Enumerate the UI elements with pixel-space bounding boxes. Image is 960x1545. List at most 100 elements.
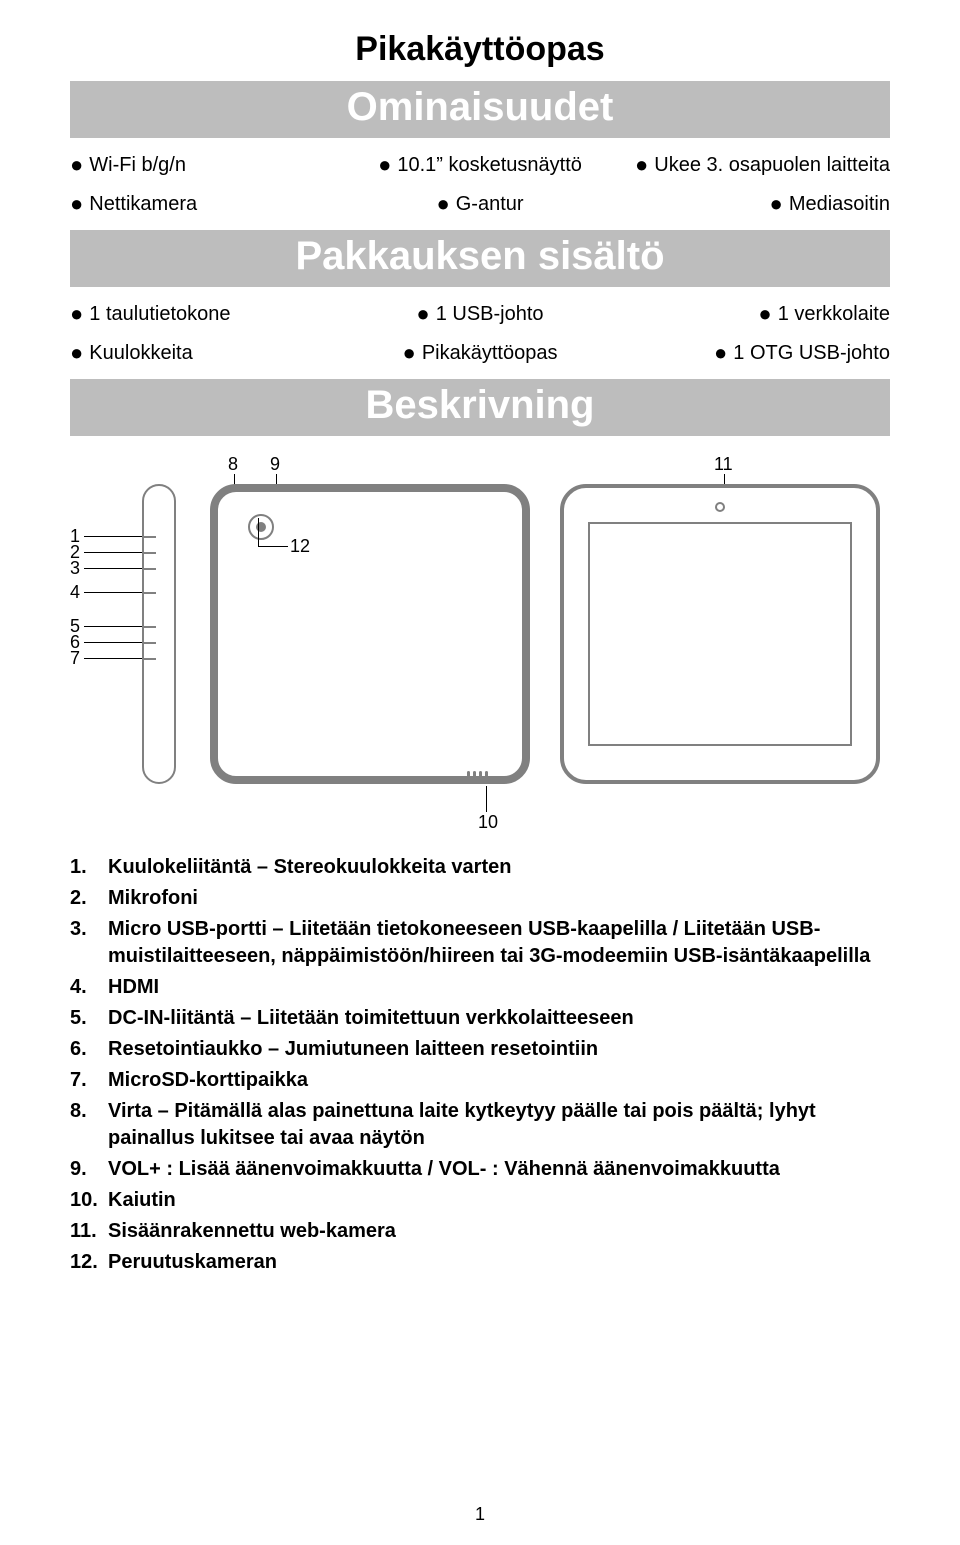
legend-num: 3. bbox=[70, 916, 108, 970]
legend-item: 9.VOL+ : Lisää äänenvoimakkuutta / VOL- … bbox=[70, 1156, 890, 1183]
feature-cell: ● Mediasoitin bbox=[617, 193, 890, 216]
legend-text: Sisäänrakennettu web-kamera bbox=[108, 1218, 890, 1245]
legend-item: 5.DC-IN-liitäntä – Liitetään toimitettuu… bbox=[70, 1005, 890, 1032]
bullet-icon: ● bbox=[416, 303, 429, 325]
port-marker bbox=[142, 658, 156, 660]
section-title-features: Ominaisuudet bbox=[70, 81, 890, 138]
lead-line bbox=[84, 626, 142, 627]
content-cell: ● 1 verkkolaite bbox=[617, 303, 890, 326]
bullet-icon: ● bbox=[70, 342, 83, 364]
legend-item: 11.Sisäänrakennettu web-kamera bbox=[70, 1218, 890, 1245]
port-marker bbox=[142, 592, 156, 594]
section-title-description: Beskrivning bbox=[70, 379, 890, 436]
content-text: 1 verkkolaite bbox=[778, 303, 890, 326]
port-marker bbox=[142, 642, 156, 644]
lead-line bbox=[84, 568, 142, 569]
feature-cell: ● G-antur bbox=[343, 193, 616, 216]
bullet-icon: ● bbox=[758, 303, 771, 325]
front-camera-icon bbox=[715, 502, 725, 512]
lead-line bbox=[84, 642, 142, 643]
legend-text: Virta – Pitämällä alas painettuna laite … bbox=[108, 1098, 890, 1152]
legend-num: 8. bbox=[70, 1098, 108, 1152]
lead-line bbox=[258, 546, 288, 547]
legend-num: 4. bbox=[70, 974, 108, 1001]
device-front-view bbox=[560, 484, 880, 784]
bullet-icon: ● bbox=[378, 154, 391, 176]
legend-item: 1.Kuulokeliitäntä – Stereokuulokkeita va… bbox=[70, 854, 890, 881]
legend-text: Peruutuskameran bbox=[108, 1249, 890, 1276]
content-text: Kuulokkeita bbox=[89, 342, 192, 365]
feature-text: 10.1” kosketusnäyttö bbox=[397, 154, 582, 177]
legend-text: HDMI bbox=[108, 974, 890, 1001]
section-title-contents: Pakkauksen sisältö bbox=[70, 230, 890, 287]
feature-cell: ●Nettikamera bbox=[70, 193, 343, 216]
bullet-icon: ● bbox=[436, 193, 449, 215]
legend-text: VOL+ : Lisää äänenvoimakkuutta / VOL- : … bbox=[108, 1156, 890, 1183]
diagram-label-4: 4 bbox=[70, 582, 80, 603]
legend-item: 8.Virta – Pitämällä alas painettuna lait… bbox=[70, 1098, 890, 1152]
bullet-icon: ● bbox=[70, 154, 83, 176]
legend-text: Kaiutin bbox=[108, 1187, 890, 1214]
diagram-label-10: 10 bbox=[478, 812, 498, 833]
device-side-view bbox=[142, 484, 176, 784]
legend-text: MicroSD-korttipaikka bbox=[108, 1067, 890, 1094]
speaker-icon bbox=[467, 771, 488, 781]
port-marker bbox=[142, 568, 156, 570]
legend-item: 2.Mikrofoni bbox=[70, 885, 890, 912]
legend-num: 11. bbox=[70, 1218, 108, 1245]
lead-line bbox=[84, 658, 142, 659]
legend-item: 10.Kaiutin bbox=[70, 1187, 890, 1214]
legend-num: 12. bbox=[70, 1249, 108, 1276]
feature-text: Wi-Fi b/g/n bbox=[89, 154, 186, 177]
content-text: 1 OTG USB-johto bbox=[733, 342, 890, 365]
bullet-icon: ● bbox=[70, 303, 83, 325]
lead-line bbox=[84, 592, 142, 593]
legend-text: Resetointiaukko – Jumiutuneen laitteen r… bbox=[108, 1036, 890, 1063]
content-cell: ● 1 OTG USB-johto bbox=[617, 342, 890, 365]
lead-line bbox=[84, 552, 142, 553]
content-cell: ● Pikakäyttöopas bbox=[343, 342, 616, 365]
feature-text: Mediasoitin bbox=[789, 193, 890, 216]
screen-area bbox=[588, 522, 852, 746]
diagram-label-3: 3 bbox=[70, 558, 80, 579]
legend-num: 7. bbox=[70, 1067, 108, 1094]
legend-num: 5. bbox=[70, 1005, 108, 1032]
legend-text: Micro USB-portti – Liitetään tietokonees… bbox=[108, 916, 890, 970]
content-cell: ● Kuulokkeita bbox=[70, 342, 343, 365]
diagram-label-8: 8 bbox=[228, 454, 238, 475]
page-number: 1 bbox=[0, 1504, 960, 1525]
diagram-label-11: 11 bbox=[714, 454, 733, 475]
contents-row-2: ● Kuulokkeita ● Pikakäyttöopas ● 1 OTG USB-… bbox=[70, 334, 890, 373]
lead-line bbox=[84, 536, 142, 537]
legend-list: 1.Kuulokeliitäntä – Stereokuulokkeita va… bbox=[70, 854, 890, 1276]
content-cell: ● 1 taulutietokone bbox=[70, 303, 343, 326]
legend-num: 2. bbox=[70, 885, 108, 912]
features-row-1: ● Wi-Fi b/g/n ● 10.1” kosketusnäyttö ● Ukee… bbox=[70, 146, 890, 185]
feature-cell: ● Ukee 3. osapuolen laitteita bbox=[617, 154, 890, 177]
port-marker bbox=[142, 552, 156, 554]
legend-item: 3.Micro USB-portti – Liitetään tietokone… bbox=[70, 916, 890, 970]
content-cell: ● 1 USB-johto bbox=[343, 303, 616, 326]
contents-row-1: ● 1 taulutietokone ● 1 USB-johto ● 1 verkko… bbox=[70, 295, 890, 334]
feature-text: G-antur bbox=[456, 193, 524, 216]
content-text: 1 USB-johto bbox=[436, 303, 544, 326]
legend-text: Kuulokeliitäntä – Stereokuulokkeita vart… bbox=[108, 854, 890, 881]
bullet-icon: ● bbox=[770, 193, 783, 215]
feature-cell: ● 10.1” kosketusnäyttö bbox=[343, 154, 616, 177]
port-marker bbox=[142, 536, 156, 538]
port-marker bbox=[142, 626, 156, 628]
content-text: 1 taulutietokone bbox=[89, 303, 230, 326]
lead-line bbox=[486, 786, 487, 812]
legend-num: 10. bbox=[70, 1187, 108, 1214]
feature-text: Nettikamera bbox=[89, 193, 197, 216]
bullet-icon: ● bbox=[714, 342, 727, 364]
legend-num: 6. bbox=[70, 1036, 108, 1063]
lead-line bbox=[258, 518, 259, 546]
bullet-icon: ● bbox=[635, 154, 648, 176]
legend-num: 1. bbox=[70, 854, 108, 881]
device-diagram: 8 9 11 1 2 3 4 5 6 7 bbox=[70, 454, 890, 844]
feature-text: Ukee 3. osapuolen laitteita bbox=[654, 154, 890, 177]
legend-item: 7.MicroSD-korttipaikka bbox=[70, 1067, 890, 1094]
content-text: Pikakäyttöopas bbox=[422, 342, 558, 365]
bullet-icon: ● bbox=[403, 342, 416, 364]
